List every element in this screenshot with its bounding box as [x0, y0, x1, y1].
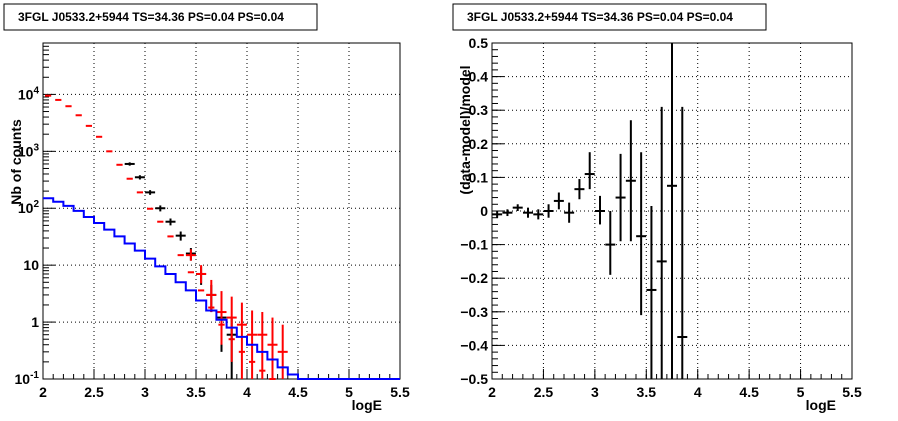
residuals-title: 3FGL J0533.2+5944 TS=34.36 PS=0.04 PS=0.… — [467, 10, 733, 24]
residuals-panel: 3FGL J0533.2+5944 TS=34.36 PS=0.04 PS=0.… — [452, 3, 862, 413]
counts-title-box: 3FGL J0533.2+5944 TS=34.36 PS=0.04 PS=0.… — [3, 3, 318, 31]
counts-x-tick-label: 4 — [243, 384, 251, 400]
residuals-y-tick-label: 0.1 — [469, 169, 489, 185]
source-model-step-line — [43, 197, 400, 380]
counts-x-tick-label: 5 — [345, 384, 353, 400]
counts-y-tick-label: 1 — [31, 314, 39, 330]
residuals-y-tick-label: 0.3 — [469, 102, 489, 118]
residuals-y-tick-label: −0.5 — [460, 371, 488, 387]
counts-x-axis-title: logE — [352, 397, 382, 413]
counts-y-tick-label: 10-1 — [15, 370, 40, 387]
counts-x-tick-label: 5.5 — [390, 384, 410, 400]
residuals-axes: 2 2.5 3 3.5 4 4.5 5 5.5 −0.5 −0.4 −0.3 −0.2 −0.1 0 0.1… — [460, 35, 862, 400]
residuals-x-tick-label: 3.5 — [637, 384, 657, 400]
residuals-y-tick-label: −0.4 — [460, 337, 488, 353]
residuals-x-tick-label: 4.5 — [739, 384, 759, 400]
counts-x-tick-label: 2.5 — [84, 384, 104, 400]
residuals-y-tick-label: 0 — [480, 203, 488, 219]
residuals-y-tick-label: −0.1 — [460, 237, 488, 253]
residuals-title-box: 3FGL J0533.2+5944 TS=34.36 PS=0.04 PS=0.… — [452, 3, 767, 31]
residuals-x-axis-title: logE — [806, 397, 836, 413]
counts-x-tick-label: 3.5 — [186, 384, 206, 400]
residuals-x-tick-label: 2 — [488, 384, 496, 400]
residuals-x-tick-label: 3 — [591, 384, 599, 400]
counts-y-axis-title: Nb of counts — [8, 119, 24, 205]
residuals-y-tick-label: 0.4 — [469, 69, 489, 85]
counts-y-tick-label: 10 — [23, 257, 39, 273]
counts-title: 3FGL J0533.2+5944 TS=34.36 PS=0.04 PS=0.… — [18, 10, 284, 24]
residuals-y-tick-label: −0.2 — [460, 270, 488, 286]
counts-series — [43, 94, 400, 380]
counts-y-tick-label: 102 — [18, 199, 40, 216]
counts-y-tick-label: 104 — [18, 85, 40, 102]
counts-grid — [43, 43, 400, 379]
residuals-y-tick-label: 0.2 — [469, 136, 489, 152]
counts-axes: 2 2.5 3 3.5 4 4.5 5 5.5 10-1 1 10 102 103 104 — [15, 42, 410, 400]
residuals-x-tick-label: 5.5 — [842, 384, 862, 400]
residuals-y-axis-title: (data-model)/model — [457, 65, 473, 194]
counts-x-tick-label: 2 — [39, 384, 47, 400]
residuals-y-tick-label: −0.3 — [460, 304, 488, 320]
residuals-x-tick-label: 2.5 — [534, 384, 554, 400]
counts-x-tick-label: 3 — [141, 384, 149, 400]
counts-x-tick-label: 4.5 — [288, 384, 308, 400]
counts-y-tick-label: 103 — [18, 142, 40, 159]
residuals-x-tick-label: 4 — [694, 384, 702, 400]
residuals-x-tick-label: 5 — [797, 384, 805, 400]
counts-panel: 3FGL J0533.2+5944 TS=34.36 PS=0.04 PS=0.… — [3, 3, 410, 413]
residuals-y-tick-label: 0.5 — [469, 35, 489, 51]
residuals-series — [492, 43, 688, 379]
